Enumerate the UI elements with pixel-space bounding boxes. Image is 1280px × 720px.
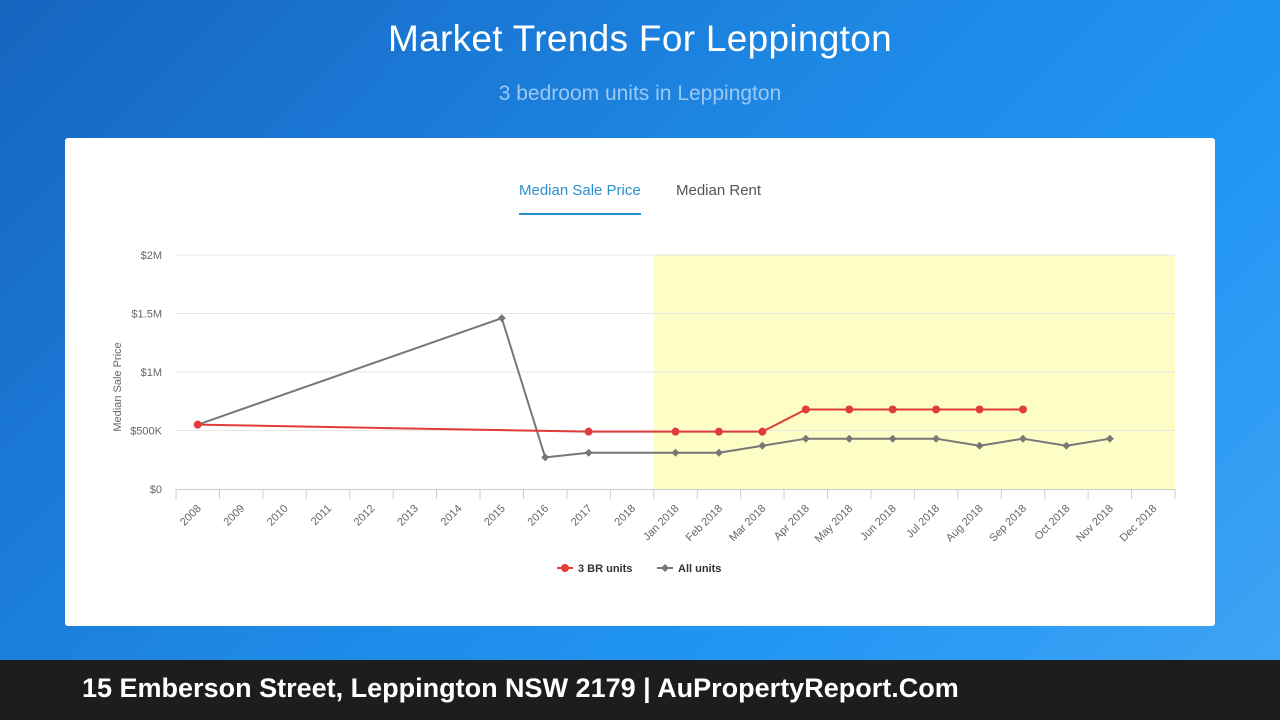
tab-median-sale-price[interactable]: Median Sale Price: [519, 182, 641, 215]
data-point-3-br-units: [584, 427, 593, 436]
y-tick-label: $1.5M: [131, 309, 162, 321]
x-tick-label: 2011: [309, 503, 334, 528]
footer-address: 15 Emberson Street, Leppington NSW 2179 …: [82, 673, 959, 703]
data-point-3-br-units: [193, 420, 202, 429]
data-point-all-units: [541, 453, 550, 462]
x-tick-label: 2010: [265, 503, 291, 529]
y-tick-label: $500K: [130, 426, 162, 438]
y-tick-label: $0: [150, 484, 162, 496]
data-point-3-br-units: [714, 427, 723, 436]
data-point-all-units: [801, 434, 810, 443]
chart-card: Median Sale Price Median Rent $0 $500K $1M…: [65, 138, 1215, 626]
x-tick-label: 2009: [221, 503, 247, 529]
legend-marker: [561, 564, 569, 572]
tab-median-rent[interactable]: Median Rent: [676, 182, 762, 199]
page-subtitle: 3 bedroom units in Leppington: [498, 82, 782, 105]
x-tick-label: 2015: [482, 503, 508, 529]
data-point-3-br-units: [932, 405, 941, 414]
x-tick-label: Nov 2018: [1074, 503, 1116, 545]
x-tick-label: 2017: [569, 503, 595, 529]
x-tick-label: Aug 2018: [944, 503, 986, 545]
data-point-all-units: [1062, 441, 1071, 450]
data-point-all-units: [714, 448, 723, 457]
x-tick-label: 2012: [352, 503, 378, 529]
data-point-3-br-units: [758, 427, 767, 436]
data-point-3-br-units: [801, 405, 810, 414]
data-point-all-units: [758, 441, 767, 450]
data-point-3-br-units: [671, 427, 680, 436]
data-point-all-units: [584, 448, 593, 457]
legend-marker: [661, 564, 669, 572]
x-tick-label: Apr 2018: [772, 503, 812, 543]
x-tick-label: Dec 2018: [1118, 503, 1160, 545]
data-point-all-units: [671, 448, 680, 457]
x-tick-label: Jan 2018: [641, 503, 681, 543]
footer-bar: 15 Emberson Street, Leppington NSW 2179 …: [0, 660, 1280, 720]
x-tick-label: Sep 2018: [987, 503, 1029, 545]
x-tick-label: Feb 2018: [684, 503, 725, 544]
x-tick-label: 2013: [395, 503, 421, 529]
y-axis-title: Median Sale Price: [112, 342, 124, 431]
data-point-all-units: [497, 314, 506, 323]
x-tick-label: Oct 2018: [1032, 503, 1072, 543]
x-tick-label: 2008: [178, 503, 204, 529]
data-point-all-units: [845, 434, 854, 443]
x-tick-label: 2014: [439, 503, 465, 529]
data-point-all-units: [1018, 434, 1027, 443]
data-point-3-br-units: [975, 405, 984, 414]
data-point-all-units: [932, 434, 941, 443]
x-tick-label: Jul 2018: [904, 503, 942, 541]
page-title: Market Trends For Leppington: [387, 18, 893, 59]
data-point-all-units: [1105, 434, 1114, 443]
x-tick-label: Mar 2018: [727, 503, 768, 544]
data-point-3-br-units: [845, 405, 854, 414]
data-point-3-br-units: [1018, 405, 1027, 414]
data-point-all-units: [975, 441, 984, 450]
x-tick-label: Jun 2018: [858, 503, 898, 543]
y-tick-label: $1M: [141, 367, 162, 379]
data-point-all-units: [888, 434, 897, 443]
legend-label: All units: [678, 563, 721, 575]
x-tick-label: 2016: [526, 503, 552, 529]
data-point-3-br-units: [888, 405, 897, 414]
chart-tabs: Median Sale Price Median Rent: [65, 182, 1215, 216]
x-tick-label: May 2018: [813, 503, 856, 546]
median-sale-price-chart: $0 $500K $1M $1.5M $2M 2008 2009 2010 2011 2012 20…: [112, 250, 1176, 575]
legend-label: 3 BR units: [578, 563, 632, 575]
x-tick-label: 2018: [612, 503, 638, 529]
y-tick-label: $2M: [141, 250, 162, 262]
